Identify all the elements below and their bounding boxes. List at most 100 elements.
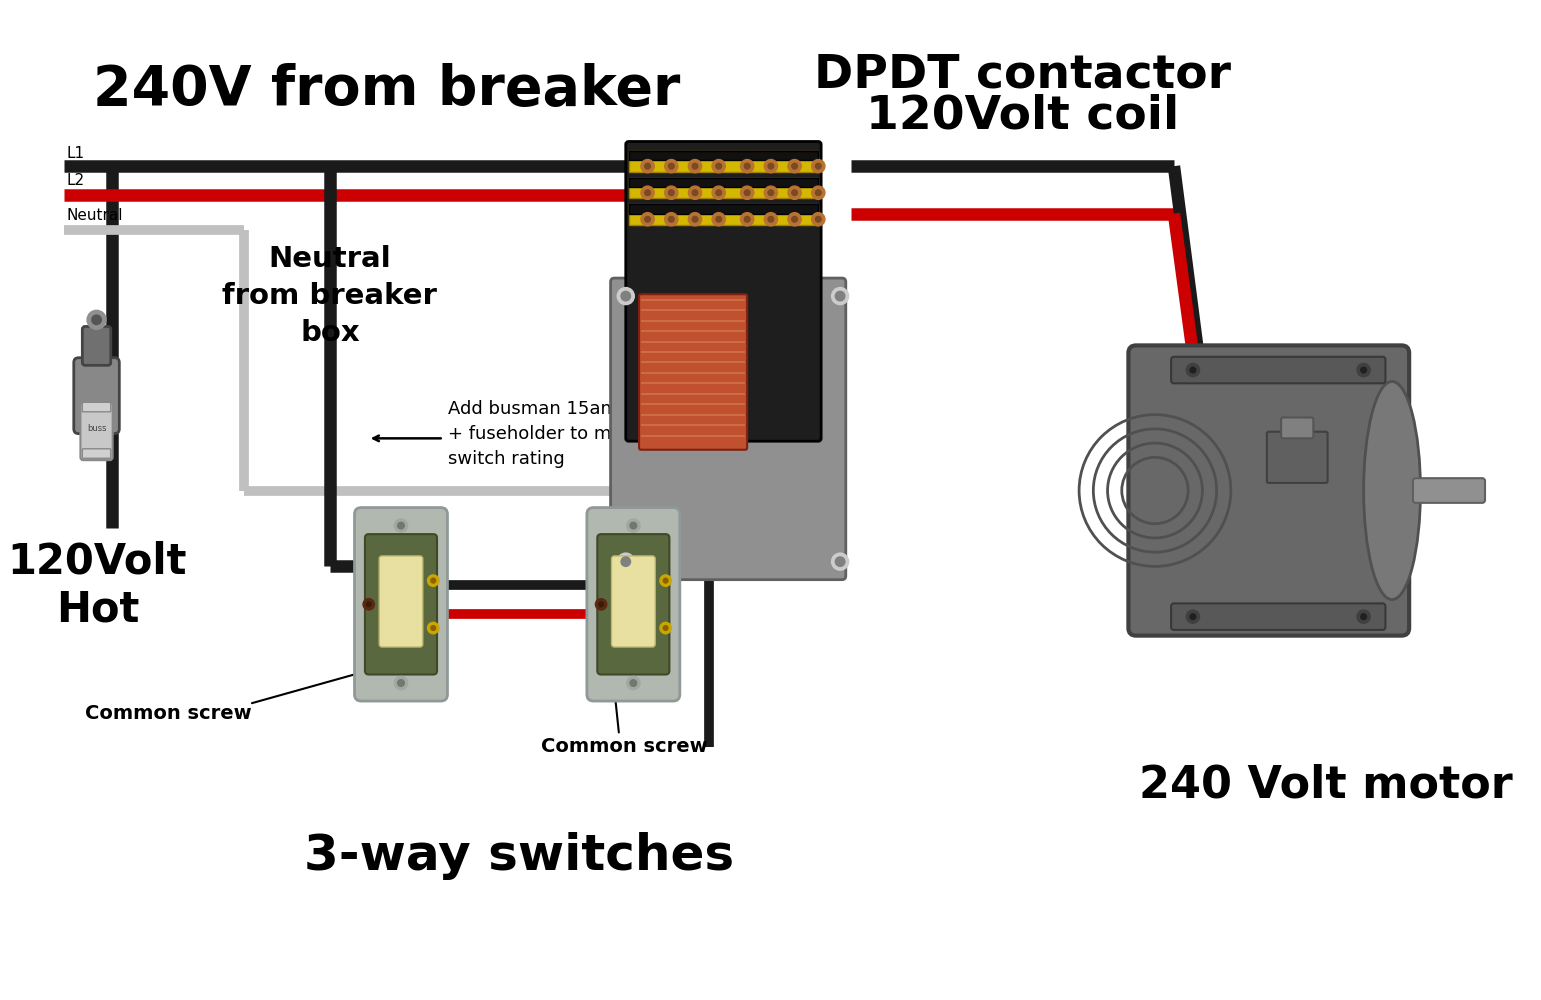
Circle shape: [741, 160, 754, 173]
Circle shape: [712, 186, 726, 199]
Circle shape: [627, 676, 640, 690]
Circle shape: [664, 186, 678, 199]
Text: Common screw: Common screw: [541, 737, 707, 756]
Circle shape: [717, 216, 721, 222]
Circle shape: [767, 163, 774, 169]
Circle shape: [744, 216, 750, 222]
Circle shape: [92, 315, 102, 325]
Circle shape: [689, 186, 701, 199]
Circle shape: [644, 190, 650, 196]
Circle shape: [599, 602, 604, 607]
Circle shape: [1187, 363, 1199, 377]
Circle shape: [618, 553, 635, 570]
FancyBboxPatch shape: [626, 142, 821, 441]
Circle shape: [621, 557, 630, 566]
Circle shape: [669, 190, 673, 196]
Circle shape: [741, 186, 754, 199]
Circle shape: [744, 190, 750, 196]
FancyBboxPatch shape: [640, 294, 747, 450]
Circle shape: [394, 519, 408, 532]
Text: L1: L1: [66, 146, 85, 161]
Circle shape: [1361, 367, 1367, 373]
Circle shape: [815, 216, 821, 222]
Circle shape: [630, 522, 636, 529]
Text: buss: buss: [86, 424, 106, 433]
FancyBboxPatch shape: [629, 178, 818, 187]
Circle shape: [431, 626, 436, 630]
FancyBboxPatch shape: [1171, 357, 1385, 383]
Circle shape: [764, 186, 778, 199]
Text: 3-way switches: 3-way switches: [305, 832, 735, 880]
FancyBboxPatch shape: [598, 534, 669, 675]
FancyBboxPatch shape: [1128, 345, 1408, 636]
Circle shape: [618, 288, 635, 305]
Circle shape: [644, 216, 650, 222]
Circle shape: [717, 190, 721, 196]
Text: Common screw: Common screw: [85, 704, 251, 723]
FancyBboxPatch shape: [1267, 432, 1328, 483]
Circle shape: [641, 213, 655, 226]
Circle shape: [689, 160, 701, 173]
Circle shape: [692, 163, 698, 169]
Circle shape: [792, 216, 797, 222]
FancyBboxPatch shape: [74, 358, 119, 434]
Circle shape: [815, 163, 821, 169]
FancyBboxPatch shape: [629, 204, 818, 225]
FancyBboxPatch shape: [629, 151, 818, 172]
Circle shape: [644, 163, 650, 169]
Circle shape: [641, 160, 655, 173]
FancyBboxPatch shape: [629, 204, 818, 214]
Circle shape: [767, 216, 774, 222]
Circle shape: [398, 522, 404, 529]
Circle shape: [1190, 367, 1196, 373]
Circle shape: [394, 676, 408, 690]
Circle shape: [1187, 610, 1199, 623]
FancyBboxPatch shape: [365, 534, 438, 675]
Circle shape: [717, 163, 721, 169]
Circle shape: [1361, 614, 1367, 619]
Text: 120Volt coil: 120Volt coil: [866, 93, 1179, 138]
Circle shape: [692, 216, 698, 222]
FancyBboxPatch shape: [1171, 603, 1385, 630]
Circle shape: [398, 680, 404, 686]
Circle shape: [689, 213, 701, 226]
Text: Neutral
from breaker
box: Neutral from breaker box: [222, 245, 438, 347]
Circle shape: [86, 310, 106, 329]
FancyBboxPatch shape: [82, 449, 111, 458]
Text: Neutral: Neutral: [66, 208, 123, 223]
Circle shape: [741, 213, 754, 226]
Circle shape: [792, 190, 797, 196]
FancyBboxPatch shape: [629, 151, 818, 160]
FancyBboxPatch shape: [610, 278, 846, 580]
Circle shape: [427, 622, 439, 634]
Circle shape: [595, 599, 607, 610]
Circle shape: [1358, 610, 1370, 623]
Circle shape: [835, 291, 844, 301]
Circle shape: [664, 160, 678, 173]
Text: 120Volt
Hot: 120Volt Hot: [8, 540, 188, 631]
Circle shape: [660, 575, 672, 586]
Circle shape: [627, 519, 640, 532]
FancyBboxPatch shape: [1413, 478, 1486, 503]
Circle shape: [669, 163, 673, 169]
FancyBboxPatch shape: [80, 402, 112, 460]
FancyBboxPatch shape: [612, 556, 655, 647]
Circle shape: [712, 160, 726, 173]
Circle shape: [692, 190, 698, 196]
Circle shape: [812, 186, 824, 199]
Circle shape: [431, 578, 436, 583]
Circle shape: [427, 575, 439, 586]
Circle shape: [792, 163, 797, 169]
Circle shape: [832, 288, 849, 305]
Circle shape: [364, 599, 374, 610]
Text: DPDT contactor: DPDT contactor: [814, 53, 1231, 98]
Circle shape: [832, 553, 849, 570]
Ellipse shape: [1364, 381, 1421, 600]
Circle shape: [367, 602, 371, 607]
FancyBboxPatch shape: [82, 326, 111, 365]
FancyBboxPatch shape: [354, 508, 447, 701]
Circle shape: [641, 186, 655, 199]
Circle shape: [835, 557, 844, 566]
Circle shape: [812, 213, 824, 226]
Circle shape: [787, 213, 801, 226]
